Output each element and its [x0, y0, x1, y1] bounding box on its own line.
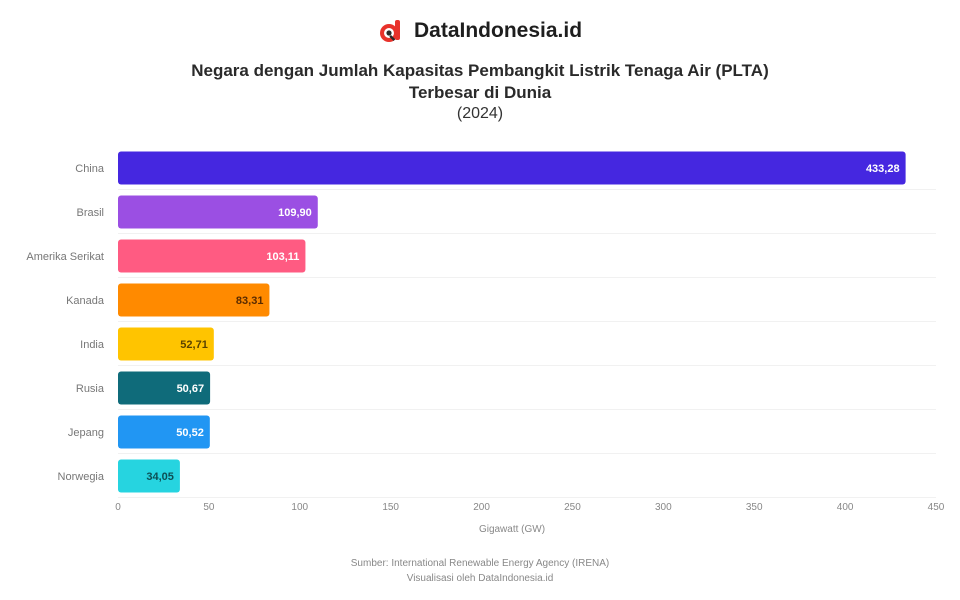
chart-title-line-2: Terbesar di Dunia — [408, 83, 552, 102]
x-tick-label: 400 — [837, 502, 854, 513]
value-label: 52,71 — [180, 339, 208, 351]
category-label: Brasil — [76, 207, 104, 219]
value-label: 34,05 — [146, 471, 174, 483]
x-tick-label: 350 — [746, 502, 763, 513]
chart-subtitle: (2024) — [456, 105, 504, 122]
chart-title-block: Negara dengan Jumlah Kapasitas Pembangki… — [0, 60, 960, 124]
value-label: 50,52 — [176, 427, 204, 439]
bar-brasil — [118, 195, 318, 229]
value-label: 109,90 — [278, 207, 312, 219]
bar-kanada — [118, 283, 270, 317]
x-tick-label: 100 — [291, 502, 308, 513]
bar-norwegia — [118, 459, 180, 493]
category-label: Jepang — [68, 427, 104, 439]
category-label: Kanada — [66, 295, 105, 307]
category-label: Amerika Serikat — [26, 251, 104, 263]
value-label: 433,28 — [866, 163, 900, 175]
value-label: 103,11 — [266, 251, 299, 263]
bar-chart: China 433,28 Brasil 109,90 Amerika Serikat 10… — [26, 151, 945, 535]
chart-title-line-1: Negara dengan Jumlah Kapasitas Pembangki… — [191, 61, 769, 80]
source-line-1: Sumber: International Renewable Energy A… — [350, 558, 610, 569]
source-note: Sumber: International Renewable Energy A… — [0, 556, 960, 586]
x-tick-label: 250 — [564, 502, 581, 513]
value-label: 50,67 — [177, 383, 205, 395]
dataindonesia-logo-icon — [379, 20, 400, 42]
bar-india — [118, 327, 214, 361]
bar-china — [118, 151, 906, 185]
category-label: India — [80, 339, 105, 351]
x-tick-label: 150 — [382, 502, 399, 513]
bar-rusia — [118, 371, 211, 405]
category-label: China — [75, 163, 105, 175]
value-label: 83,31 — [236, 295, 264, 307]
x-tick-label: 50 — [203, 502, 215, 513]
category-label: Norwegia — [58, 471, 105, 483]
x-axis-title: Gigawatt (GW) — [479, 524, 545, 535]
bar-amerika-serikat — [118, 239, 306, 273]
x-tick-label: 200 — [473, 502, 490, 513]
x-tick-label: 300 — [655, 502, 672, 513]
brand-header: DataIndonesia.id — [0, 18, 960, 44]
source-line-2: Visualisasi oleh DataIndonesia.id — [406, 573, 554, 584]
x-tick-label: 450 — [928, 502, 945, 513]
category-label: Rusia — [76, 383, 105, 395]
x-tick-label: 0 — [115, 502, 121, 513]
brand-name: DataIndonesia.id — [413, 19, 583, 42]
bar-jepang — [118, 415, 210, 449]
